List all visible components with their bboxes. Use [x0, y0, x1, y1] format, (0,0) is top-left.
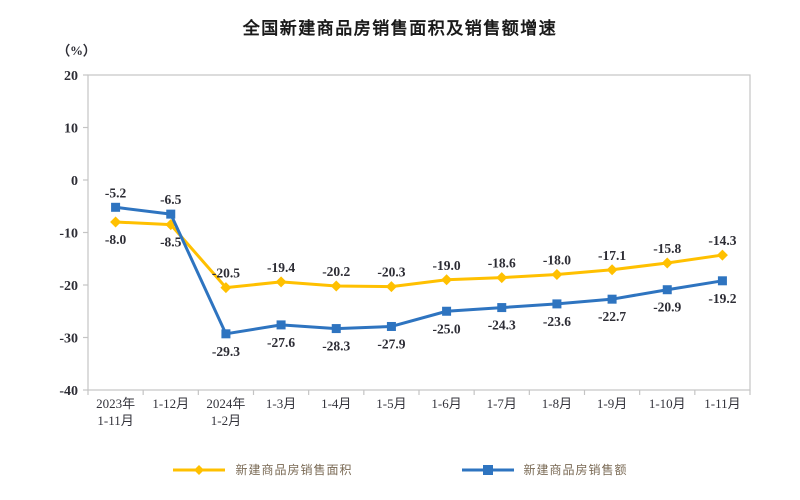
- legend-label-sales-area: 新建商品房销售面积: [235, 463, 353, 477]
- data-point-square: [331, 324, 341, 334]
- x-category-label: 1-4月: [321, 396, 351, 411]
- data-point-diamond: [496, 272, 508, 284]
- x-category-label: 1-7月: [487, 396, 517, 411]
- x-category-label: 1-8月: [542, 396, 572, 411]
- data-point-diamond: [441, 274, 453, 286]
- data-point-square: [111, 202, 121, 212]
- legend-marker-sales-area-icon: [173, 464, 226, 475]
- x-category-label: 1-11月: [97, 413, 133, 428]
- data-label: -19.4: [267, 260, 295, 275]
- data-label: -23.6: [543, 314, 571, 329]
- data-label: -20.5: [212, 266, 240, 281]
- data-label: -20.3: [377, 265, 405, 280]
- data-label: -27.9: [377, 336, 405, 351]
- data-point-square: [662, 285, 672, 295]
- data-label: -20.2: [322, 264, 350, 279]
- series-line-0: [114, 220, 724, 290]
- data-label: -18.6: [488, 256, 516, 271]
- x-category-label: 1-2月: [211, 413, 241, 428]
- y-axis-unit-label: （%）: [57, 43, 97, 58]
- data-label: -27.6: [267, 335, 295, 350]
- legend-marker-sales-amount-icon: [461, 464, 514, 475]
- x-category-label: 2024年: [206, 396, 245, 411]
- x-category-label: 1-12月: [152, 396, 189, 411]
- legend-label-sales-amount: 新建商品房销售额: [523, 463, 628, 477]
- data-label: -15.8: [653, 241, 681, 256]
- data-label: -14.3: [708, 233, 736, 248]
- data-label: -19.0: [433, 258, 461, 273]
- x-category-label: 1-10月: [649, 396, 686, 411]
- plot-border: [87, 74, 751, 391]
- data-point-diamond: [661, 257, 673, 269]
- data-label: -29.3: [212, 344, 240, 359]
- data-label: -25.0: [433, 321, 461, 336]
- legend-item-sales-area: 新建商品房销售面积: [172, 461, 352, 478]
- data-point-square: [442, 306, 452, 316]
- data-point-square: [221, 329, 231, 339]
- data-label: -22.7: [598, 309, 626, 324]
- data-point-diamond: [606, 264, 618, 276]
- chart-title: 全国新建商品房销售面积及销售额增速: [242, 19, 558, 38]
- data-point-diamond: [716, 249, 728, 261]
- data-label: -8.0: [105, 232, 127, 247]
- data-point-diamond: [330, 280, 342, 292]
- data-label: -17.1: [598, 248, 626, 263]
- x-category-label: 1-9月: [597, 396, 627, 411]
- data-point-square: [717, 276, 727, 286]
- data-point-square: [607, 294, 617, 304]
- data-label: -24.3: [488, 318, 516, 333]
- data-point-diamond: [275, 276, 287, 288]
- data-point-diamond: [110, 216, 122, 228]
- data-point-square: [166, 209, 176, 219]
- data-label: -6.5: [160, 192, 182, 207]
- legend: 新建商品房销售面积 新建商品房销售额: [0, 461, 800, 478]
- x-category-label: 1-3月: [266, 396, 296, 411]
- data-point-square: [386, 321, 396, 331]
- x-category-label: 2023年: [96, 396, 135, 411]
- data-point-diamond: [385, 281, 397, 293]
- x-category-label: 1-5月: [376, 396, 406, 411]
- legend-item-sales-amount: 新建商品房销售额: [461, 461, 628, 478]
- data-point-square: [497, 303, 507, 313]
- data-label: -19.2: [708, 291, 736, 306]
- series-line-1: [114, 205, 724, 336]
- y-tick-label: 10: [64, 122, 78, 137]
- data-point-diamond: [551, 269, 563, 280]
- data-label: -5.2: [105, 185, 127, 200]
- data-label: -18.0: [543, 253, 571, 268]
- data-label: -28.3: [322, 339, 350, 354]
- y-tick-label: -30: [59, 332, 78, 347]
- y-tick-label: 20: [64, 69, 78, 84]
- data-label: -20.9: [653, 300, 681, 315]
- x-category-label: 1-11月: [704, 396, 740, 411]
- x-category-label: 1-6月: [431, 396, 461, 411]
- y-tick-label: -40: [59, 384, 78, 399]
- data-label: -8.5: [160, 235, 182, 250]
- y-tick-label: -20: [59, 279, 78, 294]
- y-tick-label: 0: [71, 174, 78, 189]
- data-point-square: [552, 299, 562, 309]
- data-point-diamond: [220, 282, 232, 294]
- y-tick-label: -10: [59, 227, 78, 242]
- data-point-square: [276, 320, 286, 330]
